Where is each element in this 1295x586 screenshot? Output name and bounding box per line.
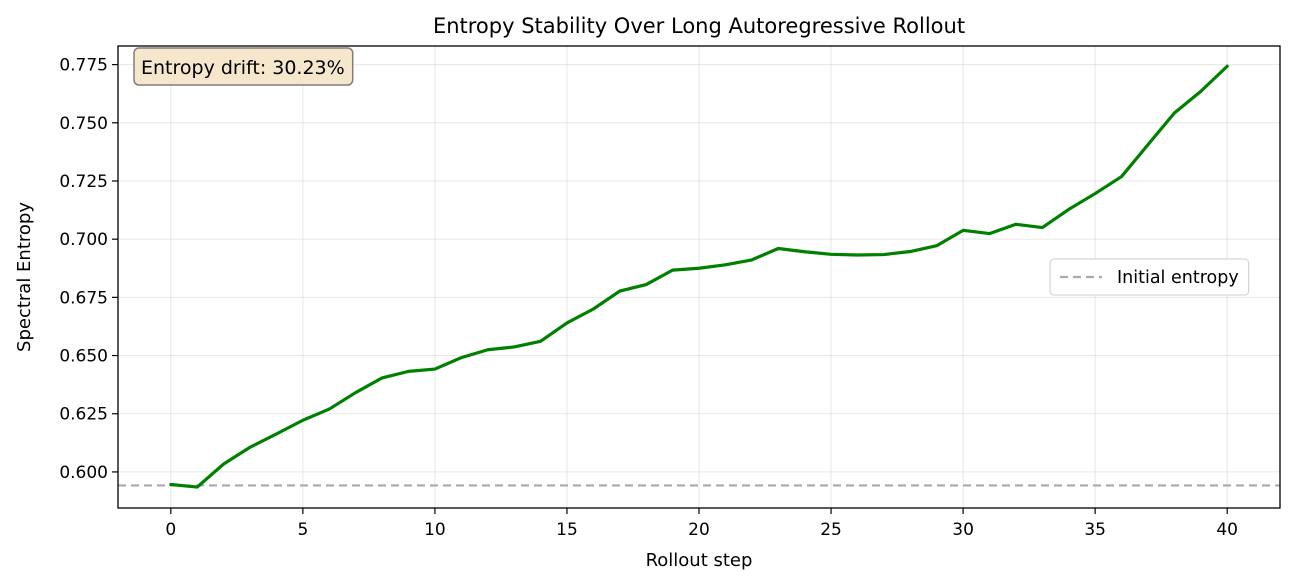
chart-title: Entropy Stability Over Long Autoregressi… bbox=[433, 14, 965, 38]
series-line bbox=[169, 64, 1229, 489]
x-tick-label: 20 bbox=[688, 520, 710, 540]
x-tick-label: 10 bbox=[424, 520, 446, 540]
x-tick-label: 0 bbox=[165, 520, 176, 540]
grid bbox=[118, 46, 1280, 508]
legend: Initial entropy bbox=[1049, 258, 1250, 296]
y-tick-label: 0.700 bbox=[59, 230, 108, 250]
x-tick-label: 35 bbox=[1084, 520, 1106, 540]
legend-entry-initial-entropy: Initial entropy bbox=[1117, 268, 1239, 288]
y-tick-label: 0.600 bbox=[59, 463, 108, 483]
x-tick-label: 40 bbox=[1216, 520, 1238, 540]
y-tick-label: 0.750 bbox=[59, 114, 108, 134]
x-tick-label: 15 bbox=[556, 520, 578, 540]
y-tick-label: 0.625 bbox=[59, 405, 108, 425]
x-tick-label: 30 bbox=[952, 520, 974, 540]
annotation-text: Entropy drift: 30.23% bbox=[141, 57, 345, 79]
y-tick-label: 0.775 bbox=[59, 56, 108, 76]
series-group bbox=[169, 64, 1229, 489]
x-axis-label: Rollout step bbox=[646, 550, 753, 571]
y-axis-ticks: 0.600 0.625 0.650 0.675 0.700 0.725 0.750 0.775 bbox=[59, 56, 118, 483]
y-axis-label: Spectral Entropy bbox=[14, 202, 35, 352]
x-tick-label: 25 bbox=[820, 520, 842, 540]
x-axis-ticks: 0 5 10 15 20 25 30 35 40 bbox=[165, 508, 1238, 540]
y-tick-label: 0.650 bbox=[59, 347, 108, 367]
y-tick-label: 0.675 bbox=[59, 288, 108, 308]
y-tick-label: 0.725 bbox=[59, 172, 108, 192]
x-tick-label: 5 bbox=[297, 520, 308, 540]
annotation-box: Entropy drift: 30.23% bbox=[133, 47, 354, 86]
